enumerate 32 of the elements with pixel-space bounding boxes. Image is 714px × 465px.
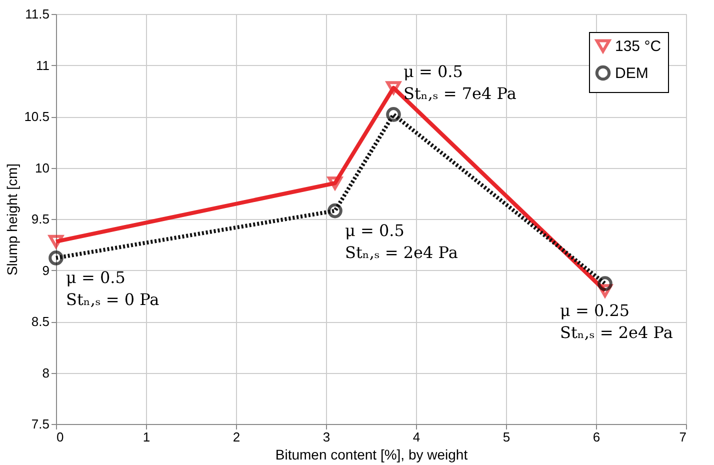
y-tick-label: 11.5 (25, 6, 50, 22)
y-tick-label: 9.5 (31, 212, 50, 226)
point (598, 276, 612, 291)
x-tick-label: 5 (502, 430, 510, 444)
x-tick-label: 3 (322, 430, 330, 444)
y-tick-label: 9 (42, 262, 50, 278)
x-tick-label: 6 (592, 430, 600, 444)
x-tick-label: 2 (232, 430, 240, 444)
y-tick-label: 10 (35, 160, 50, 176)
x-tick-label: 4 (412, 430, 420, 444)
y-tick-label: 11 (36, 58, 50, 73)
annotation: μ = 0.25 Stₙ,ₛ = 2e4 Pa (560, 300, 674, 342)
x-tick-label: 0 (56, 430, 64, 444)
point (386, 107, 401, 122)
point (386, 81, 401, 94)
annotation: μ = 0.5 Stₙ,ₛ = 7e4 Pa (404, 62, 517, 103)
x-tick-label: 1 (142, 430, 150, 444)
y-tick-label: 8.5 (31, 314, 50, 329)
point (328, 203, 342, 218)
point (48, 250, 64, 266)
x-tick-label: 7 (679, 430, 686, 444)
y-axis-title: Slump height [cm] (4, 163, 20, 276)
annotation: μ = 0.5 Stₙ,ₛ = 2e4 Pa (345, 220, 458, 262)
legend-label: DEM (615, 65, 648, 82)
legend-label: 135 °C (615, 38, 662, 55)
y-tick-label: 10.5 (24, 109, 50, 124)
x-axis-title: Bitumen content [%], by weight (275, 446, 468, 462)
annotation: μ = 0.5 Stₙ,ₛ = 0 Pa (66, 268, 160, 309)
y-tick-label: 8 (42, 365, 50, 380)
point (328, 176, 342, 190)
y-tick-label: 7.5 (31, 416, 50, 432)
point (48, 234, 64, 248)
